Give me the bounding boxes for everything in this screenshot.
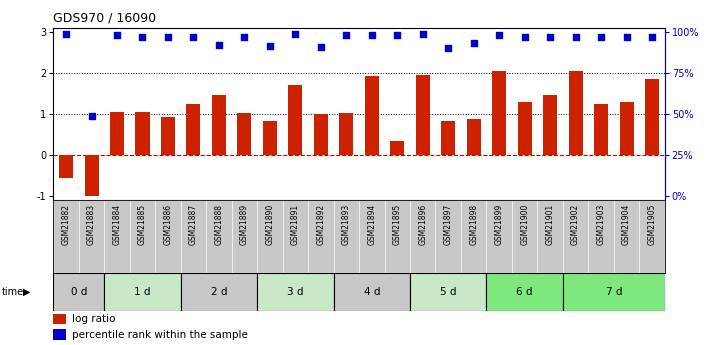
Bar: [257, 273, 333, 310]
Text: GSM21889: GSM21889: [240, 204, 249, 245]
Point: [570, 34, 582, 39]
Bar: [333, 273, 410, 310]
Bar: [263, 121, 277, 155]
Bar: [53, 314, 65, 324]
Bar: [186, 104, 201, 155]
Bar: [105, 273, 181, 310]
Point: [213, 42, 225, 48]
Point: [112, 32, 123, 38]
Text: GSM21905: GSM21905: [648, 204, 656, 245]
Text: GSM21883: GSM21883: [87, 204, 96, 245]
Bar: [569, 71, 582, 155]
Text: 1 d: 1 d: [134, 287, 151, 296]
Text: GSM21903: GSM21903: [597, 204, 606, 245]
Bar: [110, 112, 124, 155]
Point: [315, 45, 326, 50]
Text: GSM21892: GSM21892: [316, 204, 326, 245]
Point: [621, 34, 632, 39]
Point: [519, 34, 530, 39]
Text: GSM21891: GSM21891: [291, 204, 300, 245]
Bar: [136, 112, 149, 155]
Point: [545, 34, 556, 39]
Text: 4 d: 4 d: [363, 287, 380, 296]
Point: [86, 113, 97, 119]
Point: [188, 34, 199, 39]
Text: GSM21902: GSM21902: [571, 204, 580, 245]
Text: GSM21901: GSM21901: [545, 204, 555, 245]
Bar: [645, 79, 659, 155]
Text: GSM21886: GSM21886: [164, 204, 173, 245]
Text: 0 d: 0 d: [70, 287, 87, 296]
Point: [264, 43, 276, 49]
Bar: [85, 155, 99, 196]
Bar: [181, 273, 257, 310]
Point: [162, 34, 173, 39]
Bar: [410, 273, 486, 310]
Bar: [161, 117, 175, 155]
Text: GSM21893: GSM21893: [342, 204, 351, 245]
Point: [595, 34, 606, 39]
Text: 3 d: 3 d: [287, 287, 304, 296]
Point: [289, 31, 301, 37]
Bar: [563, 273, 665, 310]
Text: GSM21897: GSM21897: [444, 204, 453, 245]
Bar: [466, 119, 481, 155]
Bar: [492, 71, 506, 155]
Bar: [594, 104, 608, 155]
Text: GSM21899: GSM21899: [495, 204, 503, 245]
Bar: [212, 95, 226, 155]
Text: GSM21887: GSM21887: [189, 204, 198, 245]
Bar: [53, 329, 65, 340]
Point: [417, 31, 429, 37]
Text: time: time: [1, 287, 23, 296]
Text: GSM21890: GSM21890: [265, 204, 274, 245]
Text: GSM21894: GSM21894: [368, 204, 376, 245]
Text: GSM21904: GSM21904: [622, 204, 631, 245]
Bar: [543, 95, 557, 155]
Point: [392, 32, 403, 38]
Text: 5 d: 5 d: [440, 287, 456, 296]
Bar: [365, 76, 379, 155]
Text: 7 d: 7 d: [606, 287, 622, 296]
Bar: [486, 273, 563, 310]
Text: GSM21888: GSM21888: [215, 204, 223, 245]
Bar: [619, 102, 634, 155]
Bar: [59, 155, 73, 178]
Point: [442, 46, 454, 51]
Text: 6 d: 6 d: [516, 287, 533, 296]
Text: log ratio: log ratio: [72, 314, 115, 324]
Text: GSM21882: GSM21882: [62, 204, 70, 245]
Bar: [314, 114, 328, 155]
Point: [468, 40, 479, 46]
Point: [60, 31, 72, 37]
Bar: [442, 121, 455, 155]
Text: ▶: ▶: [23, 287, 31, 296]
Text: GSM21895: GSM21895: [392, 204, 402, 245]
Bar: [339, 113, 353, 155]
Bar: [53, 273, 105, 310]
Text: GSM21885: GSM21885: [138, 204, 147, 245]
Text: GSM21896: GSM21896: [418, 204, 427, 245]
Point: [239, 34, 250, 39]
Point: [341, 32, 352, 38]
Text: 2 d: 2 d: [210, 287, 228, 296]
Text: percentile rank within the sample: percentile rank within the sample: [72, 330, 247, 340]
Bar: [416, 75, 429, 155]
Text: GSM21898: GSM21898: [469, 204, 479, 245]
Text: GSM21900: GSM21900: [520, 204, 529, 245]
Point: [493, 32, 505, 38]
Point: [366, 32, 378, 38]
Bar: [237, 113, 252, 155]
Bar: [289, 85, 302, 155]
Point: [137, 34, 148, 39]
Bar: [390, 141, 405, 155]
Point: [646, 34, 658, 39]
Bar: [518, 102, 532, 155]
Text: GSM21884: GSM21884: [112, 204, 122, 245]
Text: GDS970 / 16090: GDS970 / 16090: [53, 11, 156, 24]
